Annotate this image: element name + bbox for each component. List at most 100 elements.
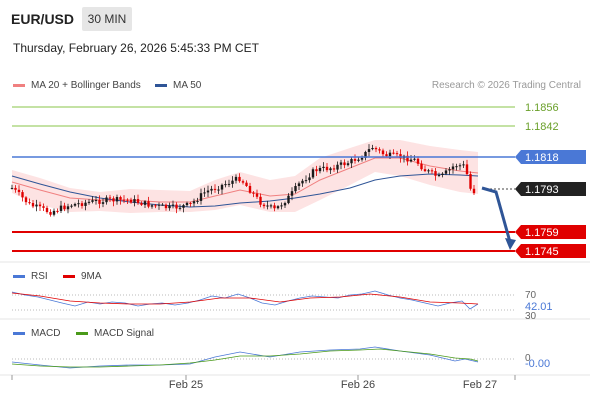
candle-body	[266, 205, 269, 207]
candle-body	[196, 200, 199, 202]
macd-zero-label: 0	[525, 353, 531, 364]
rsi-line	[11, 290, 479, 310]
candle-body	[315, 169, 318, 172]
legend-macd-label: MACD	[31, 328, 61, 339]
credit-text: Research © 2026 Trading Central	[431, 80, 581, 91]
candle-body	[42, 206, 45, 208]
candle-body	[259, 196, 262, 205]
candle-body	[84, 202, 87, 206]
candle-body	[77, 203, 80, 205]
candle-body	[238, 176, 241, 182]
candle-body	[388, 152, 392, 157]
candle-body	[199, 193, 203, 201]
candle-body	[73, 203, 77, 206]
interval-button[interactable]: 30 MIN	[82, 7, 132, 31]
candle-body	[224, 184, 227, 186]
candle-body	[108, 197, 112, 199]
candle-body	[451, 166, 455, 170]
x-label-feb27: Feb 27	[463, 379, 497, 391]
candle-body	[17, 189, 21, 193]
candle-body	[458, 165, 462, 167]
candle-body	[406, 155, 409, 162]
candle-body	[192, 201, 196, 204]
candle-body	[350, 159, 353, 164]
candlestick-series	[10, 144, 476, 217]
candle-body	[217, 189, 220, 191]
candle-body	[269, 205, 273, 207]
support-2-tag-bg	[515, 244, 586, 258]
candle-body	[395, 153, 399, 155]
candle-body	[136, 199, 140, 203]
rsi-value-label: 42.01	[525, 301, 553, 313]
candle-body	[129, 199, 133, 203]
support-2-label: 1.1745	[525, 246, 559, 258]
candle-body	[304, 180, 308, 182]
candle-body	[133, 199, 136, 203]
candle-body	[70, 205, 73, 207]
resistance-2-label: 1.1856	[525, 102, 559, 114]
candle-body	[420, 163, 423, 170]
current-price-label: 1.1793	[525, 184, 559, 196]
candle-body	[283, 203, 287, 206]
candle-body	[413, 158, 416, 160]
candle-body	[248, 185, 252, 193]
candle-body	[381, 150, 385, 155]
candle-body	[38, 204, 42, 207]
candle-body	[231, 180, 234, 184]
candle-body	[416, 158, 420, 164]
candle-body	[98, 200, 101, 204]
candle-body	[423, 169, 427, 172]
forecast-arrow	[481, 186, 512, 243]
candle-body	[280, 205, 283, 207]
ma20-line	[11, 157, 479, 203]
candle-body	[322, 166, 325, 168]
candle-body	[444, 170, 448, 174]
current-price-tag-bg	[515, 182, 586, 196]
support-1-tag-bg	[515, 225, 586, 239]
candle-body	[210, 188, 213, 191]
candle-body	[185, 202, 189, 206]
candle-body	[21, 192, 24, 198]
candle-body	[262, 204, 266, 207]
legend-ma20-bollinger: MA 20 + Bollinger Bands	[13, 80, 141, 91]
candle-body	[213, 188, 217, 190]
candle-body	[399, 154, 402, 159]
pivot-tag: 1.1818	[515, 150, 586, 164]
candle-body	[31, 202, 35, 207]
candle-body	[472, 188, 476, 194]
candle-body	[10, 187, 14, 189]
candle-body	[273, 205, 276, 209]
candle-body	[119, 197, 122, 200]
legend-macd-signal-label: MACD Signal	[94, 328, 155, 339]
pivot-tag-bg	[515, 150, 586, 164]
candle-body	[147, 201, 150, 207]
x-label-feb25: Feb 25	[169, 379, 203, 391]
candle-body	[150, 205, 154, 207]
candle-body	[311, 169, 315, 178]
legend-9ma: 9MA	[63, 271, 102, 282]
candle-body	[409, 159, 413, 162]
candle-body	[430, 170, 434, 172]
candle-body	[392, 152, 395, 154]
candle-body	[175, 204, 178, 209]
candle-body	[80, 203, 84, 206]
candle-body	[245, 182, 248, 186]
candle-body	[364, 151, 367, 158]
candle-body	[360, 157, 364, 160]
candle-body	[115, 197, 119, 202]
candle-body	[297, 183, 301, 187]
legend-ma50: MA 50	[155, 80, 201, 91]
candle-body	[276, 206, 280, 209]
candle-body	[143, 201, 147, 205]
candle-body	[66, 206, 70, 210]
candle-body	[122, 199, 126, 201]
candle-body	[126, 199, 129, 201]
candle-body	[63, 205, 66, 210]
current-price-tag: 1.1793	[515, 182, 586, 196]
candle-body	[357, 159, 360, 161]
candle-body	[455, 166, 458, 168]
candle-body	[374, 147, 378, 150]
candle-body	[182, 205, 185, 208]
legend-9ma-swatch	[63, 274, 75, 278]
